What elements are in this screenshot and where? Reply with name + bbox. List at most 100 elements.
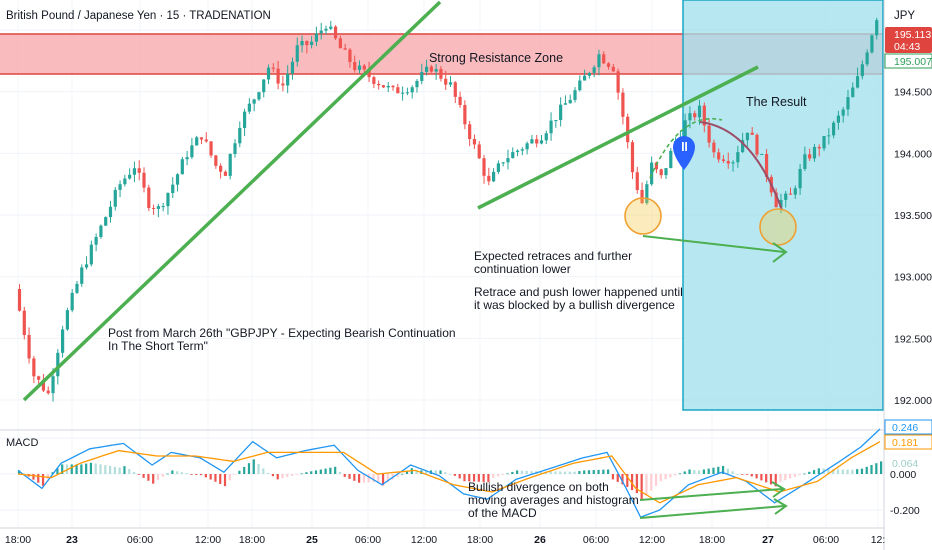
marker-bar [685,142,687,151]
candle-body [70,292,74,311]
candle-body [836,115,840,123]
candle-body [142,172,146,188]
time-tick-label: 12:00 [411,534,437,546]
candle-body [223,171,228,176]
candle-body [544,133,548,141]
candle-body [84,264,89,268]
candle-body [741,140,745,153]
candle-body [535,139,539,144]
divergence-text-line-3: of the MACD [468,506,537,520]
current-price-value: 195.113 [894,29,931,41]
candle-body [573,90,577,100]
macd-histogram-bar [123,466,126,474]
candle-body [242,111,247,128]
candle-body [262,79,266,93]
macd-histogram-bar [238,470,241,474]
candle-body [166,193,170,207]
macd-histogram-bar [755,474,758,479]
candle-body [798,168,802,189]
price-tick-label: 192.500 [894,333,932,345]
divergence-arrow-lower-head [773,498,788,515]
macd-histogram-bar [511,471,514,474]
candle-body [602,54,606,64]
candle-body [559,104,563,121]
time-tick-label: 12: [871,534,886,546]
macd-histogram-bar [295,474,298,475]
macd-histogram-bar [678,473,682,475]
macd-histogram-bar [741,474,744,475]
macd-histogram-bar [865,466,868,474]
macd-histogram-bar [171,470,174,474]
macd-histogram-bar [573,471,576,474]
macd-histogram-bar [554,471,557,474]
macd-histogram-bar [223,474,227,487]
macd-line [17,428,881,519]
candle-body [860,64,864,77]
macd-histogram-bar [525,470,528,474]
macd-histogram-bar [870,465,873,474]
macd-histogram-bar [214,474,217,482]
candle-body [511,152,515,159]
macd-histogram-bar [587,470,591,474]
post-marker-icon[interactable] [673,136,695,170]
candle-body [401,92,405,94]
macd-histogram-bar [99,464,102,474]
price-axis-panel[interactable] [884,0,932,550]
time-tick-label: 06:00 [813,534,839,546]
candle-body [396,87,400,94]
macd-histogram-bar [415,470,418,474]
macd-histogram-bar [698,470,701,474]
macd-histogram-bar [659,474,662,482]
candle-body [841,109,845,116]
macd-histogram-bar [381,474,385,486]
macd-histogram-bar [482,474,485,482]
candle-body [219,165,223,172]
macd-histogram-bar [396,474,399,477]
candle-body [65,310,69,330]
candle-body [731,162,735,164]
candle-body [477,144,481,159]
candle-body [779,199,783,208]
candle-body [688,113,692,121]
candle-body [865,52,869,65]
macd-histogram-bar [559,471,562,474]
price-tick-label: 192.000 [894,395,932,407]
candle-body [793,188,797,195]
macd-histogram-bar [386,474,389,483]
candle-body [319,30,323,34]
candle-body [132,168,137,175]
candle-body [386,85,390,88]
macd-histogram-bar [276,474,279,480]
candle-body [439,69,443,79]
macd-histogram-bar [18,470,21,474]
candle-body [104,217,108,226]
macd-histogram-bar [784,474,787,481]
candle-body [137,168,141,173]
time-tick-label: 26 [534,534,546,546]
macd-histogram-bar [286,474,289,477]
histogram-value-badge: 0.064 [892,458,918,470]
candle-body [161,206,165,208]
macd-histogram-bar [563,471,567,474]
macd-histogram-bar [310,471,313,474]
candle-body [659,169,663,176]
macd-histogram-bar [180,472,184,474]
time-axis-ticks[interactable]: 18:00 23 06:00 12:00 18:00 25 06:00 12:00 18:00 2… [5,534,885,546]
macd-histogram-bar [267,472,270,474]
macd-histogram-bar [501,474,504,475]
macd-histogram-bar [477,474,480,482]
arrow-shaft [642,235,785,253]
macd-histogram-bar [185,473,188,474]
candle-body [353,62,357,70]
candle-body [501,162,505,164]
macd-histogram-bar [46,474,49,480]
macd-histogram-bar [789,474,792,479]
macd-value-badge: 0.246 [892,422,918,434]
macd-histogram-bar [487,474,490,483]
candle-body [281,83,285,86]
candle-body [453,82,457,97]
macd-histogram-bar [300,473,303,475]
macd-histogram-bar [860,468,864,474]
macd-histogram-bar [176,471,179,474]
candle-body [755,134,759,155]
